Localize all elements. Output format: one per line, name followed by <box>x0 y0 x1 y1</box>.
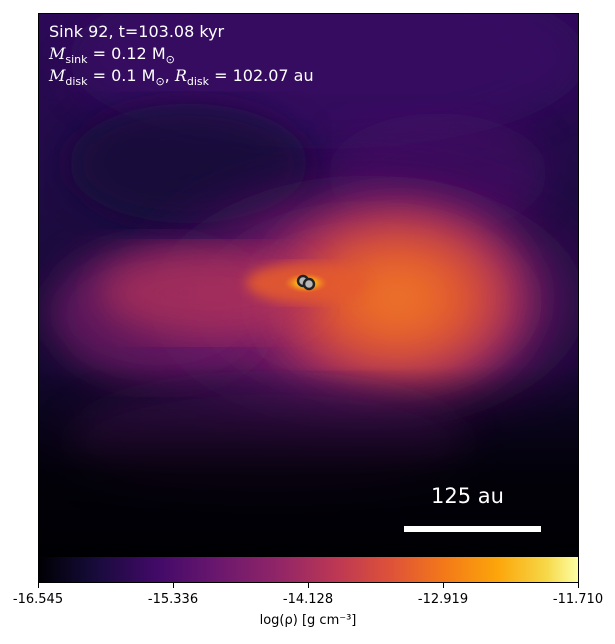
colorbar-tick <box>38 583 39 588</box>
disk-mass-value: = 0.1 M <box>87 66 156 85</box>
m-symbol: M <box>49 44 66 63</box>
density-map-image <box>39 14 578 555</box>
m-symbol: M <box>49 66 66 85</box>
colorbar <box>38 556 579 583</box>
solar-subscript: ⊙ <box>165 53 175 67</box>
colorbar-tick <box>173 583 174 588</box>
sink-mass-value: = 0.12 M <box>87 44 166 63</box>
sink-mass-label: Msink = 0.12 M⊙ <box>49 43 175 71</box>
r-symbol: R <box>174 66 187 85</box>
solar-subscript: ⊙ <box>155 75 165 89</box>
disk-label: Mdisk = 0.1 M⊙, Rdisk = 102.07 au <box>49 65 314 93</box>
disk-subscript: disk <box>65 75 88 89</box>
sink-markers <box>296 274 316 291</box>
sink-subscript: sink <box>65 53 88 67</box>
colorbar-tick-label: -15.336 <box>147 592 199 607</box>
colorbar-tick <box>578 583 579 588</box>
scale-bar <box>404 526 541 532</box>
disk-subscript: disk <box>186 75 210 89</box>
colorbar-tick <box>443 583 444 588</box>
density-map: Sink 92, t=103.08 kyr Msink = 0.12 M⊙ Md… <box>38 13 579 556</box>
sink-marker <box>302 277 316 291</box>
colorbar-tick-label: -16.545 <box>12 592 64 607</box>
scale-bar-label: 125 au <box>431 484 504 508</box>
separator: , <box>164 66 175 85</box>
colorbar-tick-label: -14.128 <box>282 592 334 607</box>
colorbar-tick <box>308 583 309 588</box>
sink-time-label: Sink 92, t=103.08 kyr <box>49 22 225 41</box>
colorbar-label: log(ρ) [g cm⁻³] <box>259 613 357 628</box>
disk-radius-value: = 102.07 au <box>209 66 314 85</box>
colorbar-tick-label: -12.919 <box>417 592 469 607</box>
colorbar-tick-label: -11.710 <box>552 592 604 607</box>
